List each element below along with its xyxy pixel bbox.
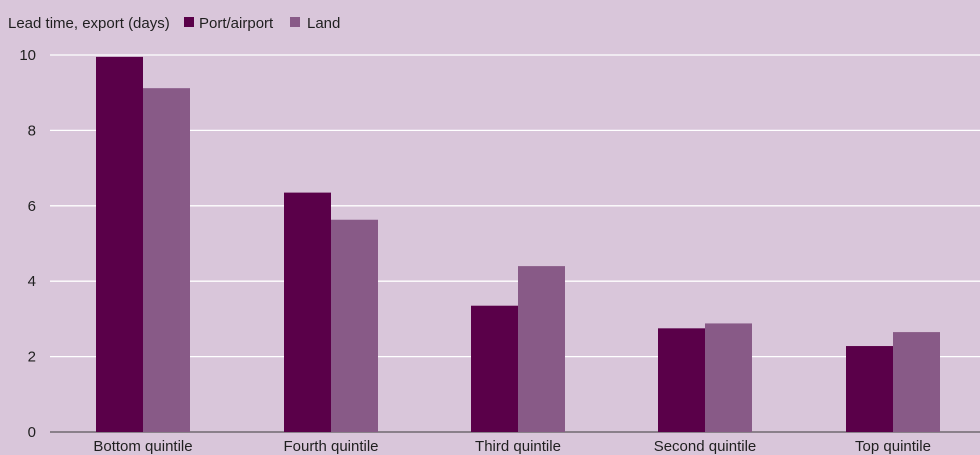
y-tick-label: 4 xyxy=(28,273,36,290)
legend-label-port-airport: Port/airport xyxy=(199,15,274,32)
x-category-label: Bottom quintile xyxy=(93,438,192,455)
legend: Lead time, export (days) Port/airport La… xyxy=(8,15,340,32)
y-tick-label: 2 xyxy=(28,349,36,366)
legend-swatch-land xyxy=(290,17,300,27)
bar-land xyxy=(518,266,565,432)
bar-land xyxy=(143,88,190,433)
bar-land xyxy=(893,332,940,432)
bar-port-airport xyxy=(96,56,143,432)
x-axis-categories: Bottom quintile Fourth quintile Third quin… xyxy=(93,438,931,455)
bar-land xyxy=(331,219,378,432)
bar-port-airport xyxy=(471,305,518,432)
x-category-label: Third quintile xyxy=(475,438,561,455)
y-tick-label: 6 xyxy=(28,198,36,215)
bar-port-airport xyxy=(284,192,331,432)
y-axis-label: Lead time, export (days) xyxy=(8,15,170,32)
y-tick-label: 0 xyxy=(28,424,36,441)
gridlines xyxy=(50,54,980,433)
y-tick-label: 10 xyxy=(19,47,36,64)
bars xyxy=(96,56,940,433)
legend-label-land: Land xyxy=(307,15,340,32)
bar-port-airport xyxy=(658,328,705,432)
y-axis-ticks: 0 2 4 6 8 10 xyxy=(19,47,36,441)
x-category-label: Top quintile xyxy=(855,438,931,455)
bar-land xyxy=(705,323,752,432)
legend-swatch-port-airport xyxy=(184,17,194,27)
x-category-label: Fourth quintile xyxy=(283,438,378,455)
x-category-label: Second quintile xyxy=(654,438,757,455)
y-tick-label: 8 xyxy=(28,122,36,139)
bar-port-airport xyxy=(846,346,893,432)
